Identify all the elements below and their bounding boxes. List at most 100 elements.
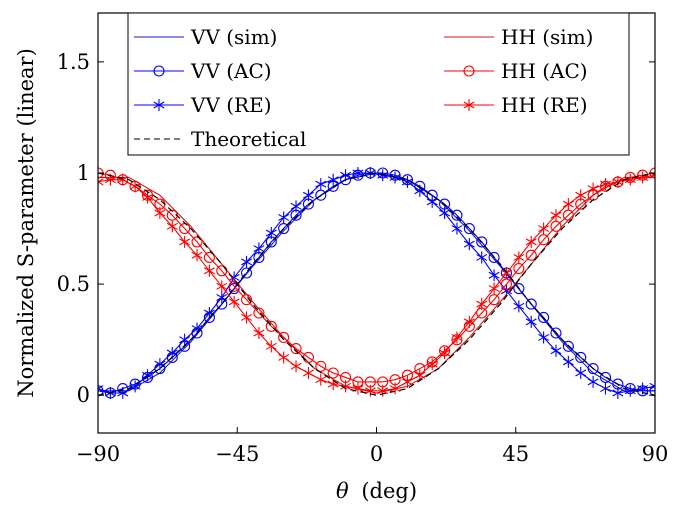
data-point-vv_re — [439, 207, 451, 219]
data-point-vv_re — [587, 375, 599, 388]
data-point-vv_re — [476, 251, 488, 264]
data-point-hh_ac — [228, 280, 240, 292]
data-point-hh_ac — [550, 220, 562, 232]
data-point-vv_re — [550, 344, 562, 357]
data-point-hh_re — [426, 358, 438, 371]
data-point-hh_re — [389, 382, 401, 395]
data-point-hh_ac — [290, 343, 302, 355]
data-point-hh_re — [439, 347, 451, 359]
x-axis-label-unit: (deg) — [361, 479, 417, 503]
data-point-hh_re — [476, 298, 488, 311]
legend: VV (sim) HH (sim) VV (AC) HH (AC) VV (RE) HH … — [127, 12, 630, 156]
data-point-hh_re — [98, 175, 104, 188]
legend-item-vv_re: VV (RE) — [134, 93, 272, 117]
data-point-vv_ac — [315, 189, 327, 201]
data-point-hh_re — [401, 375, 413, 388]
legend-marker — [153, 65, 165, 77]
data-point-hh_re — [377, 384, 389, 397]
data-point-hh_re — [142, 191, 153, 204]
data-point-vv_ac — [550, 327, 562, 339]
data-point-vv_re — [179, 333, 191, 346]
data-point-hh_re — [216, 280, 228, 293]
data-point-vv_ac — [575, 351, 587, 363]
y-tick-label: 0.5 — [57, 272, 90, 296]
legend-item-hh_sim: HH (sim) — [444, 25, 593, 49]
data-point-hh_re — [550, 209, 562, 222]
x-tick-label: 90 — [642, 442, 669, 466]
data-point-hh_re — [166, 220, 178, 233]
data-point-vv_re — [290, 200, 302, 213]
data-point-hh_re — [265, 340, 277, 353]
legend-item-vv_sim: VV (sim) — [134, 25, 277, 49]
data-point-hh_re — [488, 282, 500, 295]
legend-marker — [463, 65, 475, 77]
data-point-hh_re — [315, 373, 327, 386]
data-point-hh_ac — [216, 265, 228, 277]
series-theory — [98, 172, 655, 396]
data-point-vv_re — [401, 175, 413, 188]
data-point-hh_re — [241, 311, 253, 324]
data-point-vv_re — [426, 195, 438, 208]
data-point-vv_re — [265, 227, 277, 239]
data-point-vv_re — [538, 331, 550, 344]
data-point-vv_re — [241, 255, 253, 268]
data-point-hh_re — [538, 222, 550, 235]
legend-label: HH (AC) — [501, 59, 588, 83]
data-point-hh_re — [253, 327, 265, 339]
data-point-hh_ac — [500, 278, 513, 290]
legend-item-vv_ac: VV (AC) — [134, 59, 272, 83]
data-point-vv_re — [488, 269, 500, 282]
series-hh_sim — [98, 176, 655, 394]
x-axis-label-symbol: θ — [336, 479, 349, 503]
data-point-vv_re — [600, 382, 611, 395]
series-line-theory2 — [98, 172, 655, 396]
data-point-vv_re — [377, 169, 389, 182]
data-point-hh_ac — [253, 307, 265, 319]
data-point-vv_ac — [587, 363, 599, 375]
data-point-vv_ac — [451, 209, 463, 221]
data-point-vv_re — [154, 358, 166, 371]
data-point-hh_ac — [513, 263, 525, 275]
data-point-hh_re — [525, 235, 537, 248]
series-theory2 — [98, 172, 655, 396]
x-axis-label: θ (deg) — [336, 479, 417, 503]
data-point-vv_re — [129, 380, 141, 393]
series-hh_re — [98, 169, 655, 397]
data-point-hh_ac — [488, 294, 500, 306]
data-point-vv_re — [525, 315, 537, 328]
data-point-hh_ac — [562, 209, 574, 221]
data-point-hh_re — [327, 378, 339, 391]
series-line-vv_re — [98, 172, 655, 394]
data-point-hh_re — [154, 207, 166, 219]
data-point-vv_re — [315, 178, 327, 191]
data-point-vv_ac — [538, 311, 550, 323]
legend-label: Theoretical — [191, 127, 306, 151]
series-vv_ac — [98, 167, 655, 399]
data-point-hh_ac — [203, 251, 215, 263]
data-point-hh_re — [414, 369, 426, 382]
x-tick-label: 0 — [370, 442, 383, 466]
data-point-hh_re — [463, 315, 475, 328]
series-line-hh_ac — [98, 172, 655, 383]
data-point-vv_re — [451, 222, 463, 235]
data-point-hh_re — [302, 367, 314, 379]
data-point-vv_re — [562, 355, 574, 368]
data-point-hh_re — [203, 264, 215, 277]
data-point-vv_ac — [488, 251, 500, 263]
data-point-vv_re — [327, 173, 339, 186]
legend-label: VV (RE) — [190, 93, 272, 117]
data-point-hh_ac — [525, 249, 537, 261]
data-point-vv_re — [142, 369, 153, 382]
legend-label: HH (RE) — [501, 93, 588, 117]
data-point-hh_re — [228, 295, 240, 308]
data-point-vv_ac — [599, 371, 612, 383]
series-vv_re — [98, 167, 655, 399]
data-point-hh_re — [612, 175, 624, 188]
x-tick-label: −90 — [76, 442, 120, 466]
series-line-theory — [98, 172, 655, 396]
data-point-vv_re — [649, 380, 655, 393]
data-point-vv_ac — [649, 385, 655, 397]
x-tick-label: 45 — [502, 442, 529, 466]
data-point-hh_re — [562, 198, 574, 211]
data-point-vv_re — [463, 238, 475, 251]
